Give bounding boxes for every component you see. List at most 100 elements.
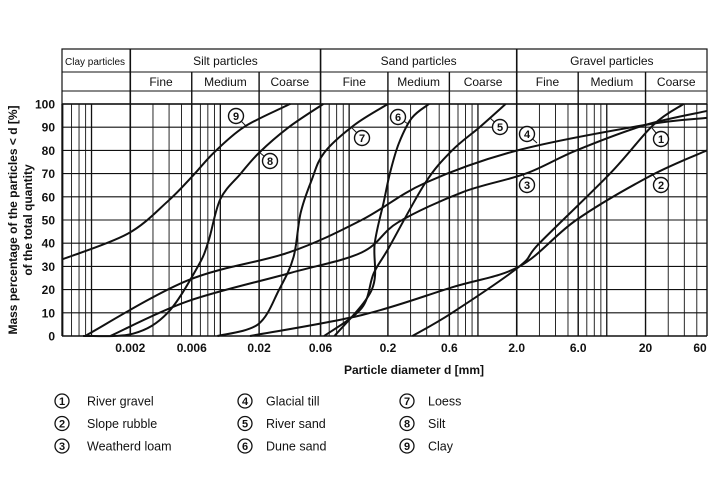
header-subgroup: Medium [204,75,247,89]
label-circle [389,108,407,126]
x-tick-label: 20 [639,341,653,355]
header-subgroup: Coarse [270,75,309,89]
legend-item: 4 Glacial till [237,393,320,409]
legend: 1 River gravel 2 Slope rubble 3 Weatherd loam… [54,393,461,454]
x-tick-label: 0.6 [441,341,458,355]
legend-number: 5 [242,419,248,431]
legend-label: Slope rubble [87,417,157,431]
curve-labels: 1 2 3 4 5 6 7 8 9 [227,107,670,194]
x-tick-label: 0.002 [115,341,145,355]
x-tick-label: 6.0 [570,341,587,355]
legend-number: 7 [404,396,410,408]
label-circle [353,129,371,147]
legend-circle [237,393,253,409]
legend-label: River sand [266,417,326,431]
label-circle [261,152,279,170]
x-tick-label: 0.2 [380,341,397,355]
legend-label: Dune sand [266,440,327,454]
x-tick-label: 0.06 [309,341,333,355]
header-subgroup: Medium [397,75,440,89]
legend-number: 4 [242,396,249,408]
y-tick-label: 70 [42,167,56,181]
y-tick-label: 50 [42,214,56,228]
y-tick-label: 100 [35,98,55,112]
x-tick-label: 0.006 [177,341,207,355]
legend-number: 9 [404,441,410,453]
legend-item: 7 Loess [399,393,461,409]
y-axis-title-line2: of the total quantity [21,164,35,276]
label-circle [227,107,245,125]
curve-silt [83,103,324,338]
x-axis-title: Particle diameter d [mm] [344,363,484,377]
x-tick-labels: 0.002 0.006 0.02 0.06 0.2 0.6 2.0 6.0 20 60 [115,341,707,355]
legend-number: 1 [59,396,65,408]
y-axis-title-line1: Mass percentage of the particles < d [%] [6,105,20,334]
legend-number: 2 [59,419,65,431]
curve-slope-rubble [249,149,708,337]
label-circle [518,176,536,194]
legend-label: River gravel [87,395,154,409]
header-group-0: Clay particles [65,57,125,68]
curve-number-label: 9 [233,111,239,123]
header-subgroup: Fine [343,75,367,89]
legend-item: 3 Weatherd loam [54,438,172,454]
x-tick-label: 2.0 [508,341,525,355]
curve-river-gravel [411,103,685,337]
curve-clay [61,103,291,261]
legend-number: 3 [59,441,65,453]
legend-circle [399,415,415,432]
curve-number-label: 2 [658,180,664,192]
legend-item: 2 Slope rubble [54,415,157,432]
legend-label: Glacial till [266,395,320,409]
legend-label: Weatherd loam [87,440,172,454]
curves [61,103,708,338]
legend-circle [54,438,70,454]
label-circle [652,130,670,148]
classification-header: Clay particles Silt particles Fine Medium Co… [61,48,708,336]
legend-item: 8 Silt [399,415,446,432]
curve-weatherd-loam [109,109,708,337]
curve-number-label: 1 [658,134,664,146]
header-group-1: Silt particles [193,54,258,68]
y-tick-label: 60 [42,190,56,204]
legend-number: 6 [242,441,248,453]
curve-loess [217,103,389,337]
legend-item: 1 River gravel [54,393,154,409]
legend-item: 5 River sand [237,415,326,432]
y-tick-labels: 0 10 20 30 40 50 60 70 80 90 100 [35,98,55,344]
y-tick-label: 0 [48,330,55,344]
header-subgroup: Medium [591,75,634,89]
grid [61,103,708,337]
legend-label: Silt [428,417,446,431]
legend-item: 9 Clay [399,438,454,454]
legend-circle [237,438,253,454]
y-tick-label: 40 [42,237,56,251]
header-group-2: Sand particles [381,54,457,68]
curve-dune-sand [333,103,430,337]
legend-circle [399,393,415,409]
curve-river-sand [323,103,507,337]
y-tick-label: 30 [42,260,56,274]
legend-circle [399,438,415,454]
label-circle [491,118,509,136]
curve-number-label: 8 [267,156,273,168]
legend-label: Clay [428,440,454,454]
header-subgroup: Fine [149,75,173,89]
legend-circle [237,415,253,432]
header-subgroup: Coarse [464,75,503,89]
y-tick-label: 90 [42,121,56,135]
header-subgroup: Fine [536,75,560,89]
y-tick-label: 20 [42,283,56,297]
x-tick-label: 60 [693,341,707,355]
curve-glacial-till [84,116,708,337]
legend-circle [54,393,70,409]
curve-number-label: 3 [524,180,530,192]
header-group-3: Gravel particles [570,54,653,68]
legend-number: 8 [404,419,410,431]
x-tick-label: 0.02 [247,341,271,355]
label-circle [518,125,536,143]
y-tick-label: 80 [42,144,56,158]
label-circle [652,176,670,194]
legend-label: Loess [428,395,461,409]
